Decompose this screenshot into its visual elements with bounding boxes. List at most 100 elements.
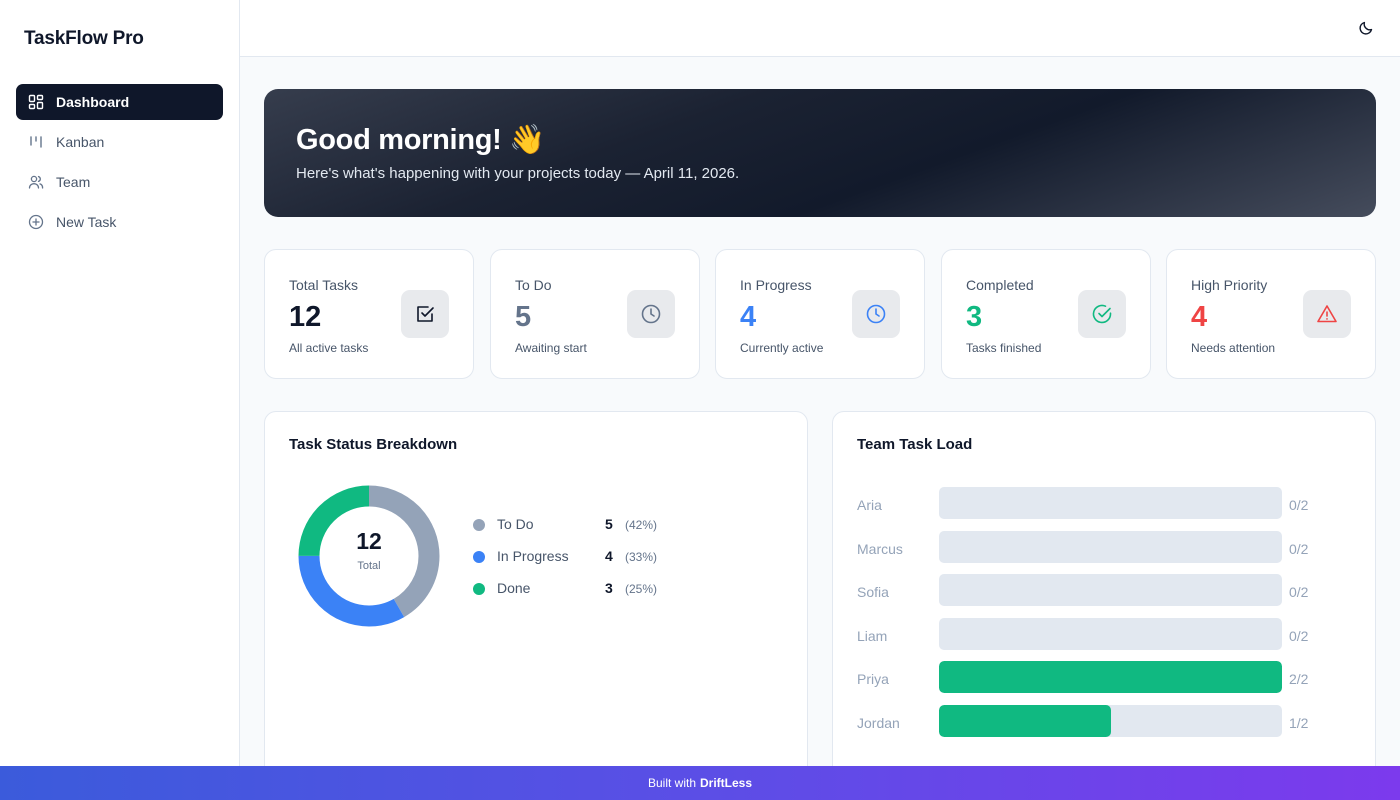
legend-dot (473, 551, 485, 563)
theme-toggle-button[interactable] (1356, 18, 1376, 38)
team-task-load-card: Team Task Load Aria 0/2 Marcus 0/2 Sofia… (832, 411, 1376, 781)
legend-name: In Progress (497, 548, 569, 564)
clock-icon (641, 304, 661, 324)
load-bar-track (939, 661, 1282, 693)
donut-slice-done (298, 485, 440, 627)
load-bar-track (939, 487, 1282, 519)
greeting-subtitle: Here's what's happening with your projec… (296, 165, 740, 182)
stat-card-in-progress: In Progress 4 Currently active (715, 249, 925, 379)
moon-icon (1359, 21, 1373, 35)
stat-label: Completed (966, 277, 1034, 293)
stat-icon-box (401, 290, 449, 338)
welcome-banner: Good morning! 👋 Here's what's happening … (264, 89, 1376, 217)
stat-description: Currently active (740, 341, 824, 355)
team-load-row: Aria 0/2 (857, 487, 1357, 531)
team-load-row: Marcus 0/2 (857, 530, 1357, 575)
stat-value: 4 (740, 301, 757, 333)
legend-name: Done (497, 580, 531, 596)
legend-dot (473, 583, 485, 595)
stat-description: Needs attention (1191, 341, 1276, 355)
task-status-breakdown-card: Task Status Breakdown 12 Total To Do 5 (… (264, 411, 808, 781)
legend-percent: (42%) (625, 518, 658, 532)
team-load-row: Priya 2/2 (857, 661, 1357, 705)
team-load-row: Jordan 1/2 (857, 704, 1357, 749)
member-name: Sofia (857, 584, 889, 600)
stat-card-total-tasks: Total Tasks 12 All active tasks (264, 249, 474, 379)
stat-icon-box (852, 290, 900, 338)
stat-icon-box (627, 290, 675, 338)
legend-dot (473, 519, 485, 531)
legend-count: 3 (605, 580, 613, 596)
stat-value: 4 (1191, 301, 1208, 333)
stat-label: Total Tasks (289, 277, 358, 293)
legend-item-to-do: To Do 5 (42%) (473, 514, 673, 546)
sidebar-item-new-task[interactable]: New Task (16, 204, 223, 240)
member-load-count: 0/2 (1289, 627, 1309, 644)
stat-card-to-do: To Do 5 Awaiting start (490, 249, 700, 379)
stat-value: 5 (515, 301, 532, 333)
sidebar: TaskFlow Pro Dashboard Kanban Team (0, 0, 240, 766)
legend-percent: (25%) (625, 582, 658, 596)
sidebar-item-kanban[interactable]: Kanban (16, 124, 223, 160)
greeting-heading: Good morning! 👋 (296, 124, 546, 156)
sidebar-item-team[interactable]: Team (16, 164, 223, 200)
app-title: TaskFlow Pro (24, 28, 144, 49)
team-load-row: Liam 0/2 (857, 617, 1357, 662)
member-load-count: 0/2 (1289, 540, 1309, 557)
plus-circle-icon (28, 214, 44, 230)
kanban-columns-icon (30, 136, 42, 148)
stat-icon-box (1078, 290, 1126, 338)
team-load-row: Sofia 0/2 (857, 574, 1357, 618)
stat-label: In Progress (740, 277, 812, 293)
stat-label: To Do (515, 277, 552, 293)
legend-percent: (33%) (625, 550, 658, 564)
footer-banner: Built with DriftLess (0, 766, 1400, 800)
sidebar-item-label: Kanban (56, 134, 105, 150)
donut-total-label: Total (357, 560, 381, 572)
status-legend: To Do 5 (42%) In Progress 4 (33%) Done 3… (473, 514, 673, 610)
clock-icon (866, 304, 886, 324)
sidebar-item-label: New Task (56, 214, 117, 230)
stat-description: All active tasks (289, 341, 369, 355)
load-bar-fill (939, 704, 1111, 737)
stat-description: Tasks finished (966, 341, 1042, 355)
checkbox-icon (417, 306, 434, 322)
users-icon (28, 175, 44, 189)
check-circle-icon (1092, 304, 1112, 324)
status-donut-chart (298, 485, 440, 627)
footer-brand[interactable]: DriftLess (700, 776, 753, 790)
member-load-count: 0/2 (1289, 497, 1309, 513)
load-bar-fill (939, 661, 1282, 693)
legend-item-done: Done 3 (25%) (473, 578, 673, 610)
load-bar-track (939, 704, 1282, 737)
legend-count: 4 (605, 548, 613, 564)
legend-count: 5 (605, 516, 613, 532)
sidebar-item-dashboard[interactable]: Dashboard (16, 84, 223, 120)
stat-label: High Priority (1191, 277, 1268, 293)
member-load-count: 0/2 (1289, 584, 1309, 600)
load-bar-track (939, 617, 1282, 650)
sidebar-item-label: Dashboard (56, 94, 130, 110)
sidebar-item-label: Team (56, 174, 91, 190)
legend-name: To Do (497, 516, 534, 532)
member-name: Liam (857, 627, 888, 644)
sidebar-nav: Dashboard Kanban Team New Task (16, 84, 223, 244)
topbar (240, 0, 1400, 57)
member-name: Aria (857, 497, 882, 513)
team-load-list: Aria 0/2 Marcus 0/2 Sofia 0/2 Liam 0/2 P… (857, 487, 1357, 748)
donut-slice-in-progress (298, 485, 440, 627)
donut-total-value: 12 (356, 528, 382, 554)
load-bar-track (939, 530, 1282, 563)
footer-prefix: Built with (647, 776, 696, 790)
stat-value: 3 (966, 301, 983, 333)
card-title: Team Task Load (857, 436, 973, 453)
stat-description: Awaiting start (515, 341, 587, 355)
member-name: Priya (857, 671, 889, 687)
stat-icon-box (1303, 290, 1351, 338)
member-name: Marcus (857, 540, 903, 557)
member-load-count: 1/2 (1289, 714, 1309, 731)
warning-triangle-icon (1317, 305, 1337, 323)
stat-card-high-priority: High Priority 4 Needs attention (1166, 249, 1376, 379)
dashboard-grid-icon (28, 94, 44, 110)
stat-value: 12 (289, 301, 322, 333)
